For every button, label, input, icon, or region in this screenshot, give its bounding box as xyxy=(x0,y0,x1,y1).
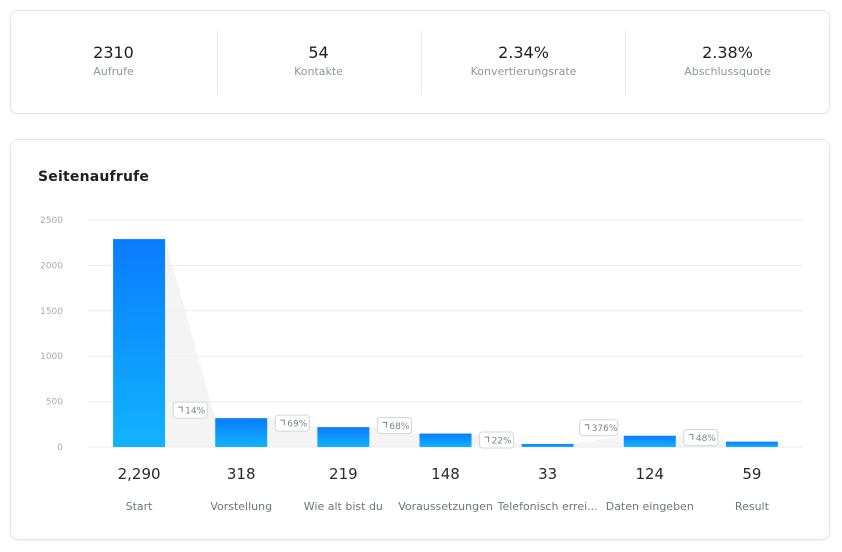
value-label: 2,290 xyxy=(118,465,161,483)
badge-box xyxy=(683,429,719,447)
value-label: 59 xyxy=(742,465,761,483)
conversion-badge: 69% xyxy=(274,414,310,432)
stat-value: 54 xyxy=(308,43,329,62)
category-label: Daten eingeben xyxy=(606,500,694,513)
stat-value: 2.34% xyxy=(498,43,549,62)
badge-rate: 69% xyxy=(287,420,307,430)
y-tick-label: 2000 xyxy=(40,261,63,271)
badge-rate: 376% xyxy=(592,424,618,434)
stat-label: Kontakte xyxy=(294,65,343,78)
category-label: Wie alt bist du xyxy=(304,500,383,513)
stat-divider xyxy=(217,31,218,95)
conversion-badge: 68% xyxy=(376,417,412,435)
funnel-connector xyxy=(165,239,216,447)
value-label: 148 xyxy=(431,465,460,483)
bar-5 xyxy=(623,435,676,447)
chart-card: Seitenaufrufe 0 500 1000 1500 2000 2500 14% 69… xyxy=(10,139,830,540)
y-tick-label: 1500 xyxy=(40,307,63,317)
y-tick-label: 500 xyxy=(46,398,63,408)
bar-chart: 0 500 1000 1500 2000 2500 14% 69% 68% 22% 376% 48%… xyxy=(40,216,803,513)
category-label: Telefonisch errei... xyxy=(497,500,598,513)
conversion-badge: 22% xyxy=(479,431,515,449)
badge-box xyxy=(274,414,310,432)
category-label: Result xyxy=(735,500,770,513)
conversion-badge: 376% xyxy=(579,419,619,437)
turn-arrow-icon xyxy=(688,434,694,440)
bar-0 xyxy=(113,239,166,447)
conversion-badge: 14% xyxy=(172,401,208,419)
turn-arrow-icon xyxy=(584,424,590,430)
bar-1 xyxy=(215,418,268,447)
bar-4 xyxy=(521,444,574,447)
turn-arrow-icon xyxy=(178,406,183,413)
y-tick-label: 0 xyxy=(57,443,63,453)
stat-label: Aufrufe xyxy=(93,65,134,78)
value-label: 33 xyxy=(538,465,557,483)
badge-rate: 68% xyxy=(389,422,409,432)
value-label: 219 xyxy=(329,465,358,483)
turn-arrow-icon xyxy=(382,422,387,428)
stat-konvertierungsrate: 2.34% Konvertierungsrate xyxy=(421,31,626,95)
badge-rate: 48% xyxy=(696,434,716,444)
value-label: 318 xyxy=(227,465,256,483)
category-label: Voraussetzungen xyxy=(398,500,493,513)
turn-arrow-icon xyxy=(280,419,285,426)
badge-rate: 14% xyxy=(185,407,205,417)
chart-title: Seitenaufrufe xyxy=(38,169,150,185)
category-label: Vorstellung xyxy=(210,500,272,513)
value-label: 124 xyxy=(635,465,664,483)
stats-card: 2310 Aufrufe 54 Kontakte 2.34% Konvertie… xyxy=(10,10,830,114)
stat-value: 2310 xyxy=(93,43,134,62)
bar-6 xyxy=(725,441,778,447)
stat-label: Konvertierungsrate xyxy=(470,65,577,78)
stat-label: Abschlussquote xyxy=(684,65,771,78)
bar-3 xyxy=(419,433,472,447)
category-label: Start xyxy=(126,500,154,513)
y-tick-label: 2500 xyxy=(40,216,63,226)
badge-box xyxy=(479,431,515,449)
stat-divider xyxy=(625,31,626,95)
stat-kontakte: 54 Kontakte xyxy=(216,31,421,95)
stat-divider xyxy=(421,31,422,95)
badge-box xyxy=(579,419,619,437)
stat-value: 2.38% xyxy=(702,43,753,62)
badge-box xyxy=(376,417,412,435)
stat-aufrufe: 2310 Aufrufe xyxy=(11,31,216,95)
badge-rate: 22% xyxy=(492,437,512,447)
bar-2 xyxy=(317,427,370,447)
stat-abschlussquote: 2.38% Abschlussquote xyxy=(625,31,830,95)
badge-box xyxy=(172,401,208,419)
conversion-badge: 48% xyxy=(683,429,719,447)
turn-arrow-icon xyxy=(484,436,490,443)
y-tick-label: 1000 xyxy=(40,352,63,362)
funnel-connector xyxy=(573,435,624,447)
